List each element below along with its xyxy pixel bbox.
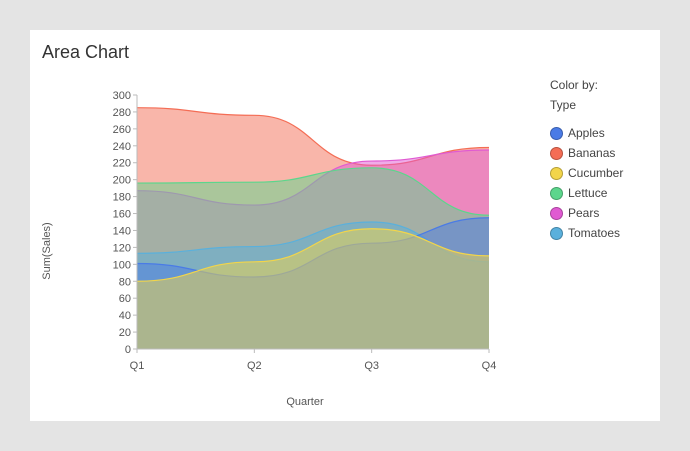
legend-label: Tomatoes bbox=[568, 226, 621, 240]
legend-item-lettuce[interactable]: Lettuce bbox=[550, 183, 623, 203]
area-series-group bbox=[136, 107, 490, 349]
legend-item-pears[interactable]: Pears bbox=[550, 203, 623, 223]
x-tick-label: Q4 bbox=[482, 360, 497, 372]
y-axis-title: Sum(Sales) bbox=[41, 222, 53, 279]
legend-item-tomatoes[interactable]: Tomatoes bbox=[550, 223, 623, 243]
line-cucumber bbox=[136, 228, 490, 282]
y-tick-label: 220 bbox=[113, 158, 131, 170]
y-tick-label: 80 bbox=[119, 276, 131, 288]
legend-label: Pears bbox=[568, 206, 600, 220]
legend-item-apples[interactable]: Apples bbox=[550, 123, 623, 143]
legend-label: Cucumber bbox=[568, 166, 624, 180]
legend-type-label[interactable]: Type bbox=[550, 98, 577, 112]
legend-item-bananas[interactable]: Bananas bbox=[550, 143, 623, 163]
legend-swatch-icon bbox=[550, 226, 563, 240]
area-cucumber[interactable] bbox=[137, 228, 489, 349]
y-tick-label: 260 bbox=[113, 124, 131, 136]
chart-title: Area Chart bbox=[42, 42, 130, 62]
legend-swatch-icon bbox=[550, 126, 563, 140]
legend-color-by-label: Color by: bbox=[550, 78, 599, 92]
y-tick-label: 100 bbox=[113, 259, 131, 271]
legend-swatch-icon bbox=[550, 186, 563, 200]
x-tick-label: Q1 bbox=[130, 360, 145, 372]
legend-items: Apples Bananas Cucumber Lettuce Pears Tomatoe… bbox=[550, 123, 623, 243]
y-tick-label: 300 bbox=[113, 90, 131, 102]
y-tick-label: 20 bbox=[119, 327, 131, 339]
y-tick-label: 40 bbox=[119, 310, 131, 322]
y-tick-label: 120 bbox=[113, 242, 131, 254]
legend-item-cucumber[interactable]: Cucumber bbox=[550, 163, 623, 183]
axes-group: 0 20 40 60 80 100 120 140 160 180 200 220 240 260 280 3… bbox=[113, 90, 497, 372]
y-tick-label: 160 bbox=[113, 209, 131, 221]
series-cucumber[interactable] bbox=[136, 228, 490, 349]
y-tick-label: 240 bbox=[113, 141, 131, 153]
legend-label: Lettuce bbox=[568, 186, 608, 200]
area-chart: 0 20 40 60 80 100 120 140 160 180 200 220 240 260 280 3… bbox=[41, 90, 497, 408]
legend: Color by: Type Apples Bananas Cucumber Lett… bbox=[550, 76, 623, 243]
legend-label: Bananas bbox=[568, 146, 616, 160]
x-tick-label: Q3 bbox=[364, 360, 379, 372]
line-lettuce bbox=[136, 167, 490, 216]
y-tick-label: 280 bbox=[113, 107, 131, 119]
y-tick-label: 60 bbox=[119, 293, 131, 305]
x-tick-label: Q2 bbox=[247, 360, 262, 372]
chart-card: Area Chart 0 20 40 60 80 100 120 140 160 180 200 22… bbox=[30, 30, 660, 421]
y-tick-label: 180 bbox=[113, 192, 131, 204]
x-axis-title: Quarter bbox=[286, 396, 324, 408]
legend-swatch-icon bbox=[550, 206, 563, 220]
legend-swatch-icon bbox=[550, 146, 563, 160]
y-tick-label: 140 bbox=[113, 225, 131, 237]
legend-swatch-icon bbox=[550, 166, 563, 180]
y-tick-label: 200 bbox=[113, 175, 131, 187]
y-tick-label: 0 bbox=[125, 344, 131, 356]
legend-label: Apples bbox=[568, 126, 605, 140]
